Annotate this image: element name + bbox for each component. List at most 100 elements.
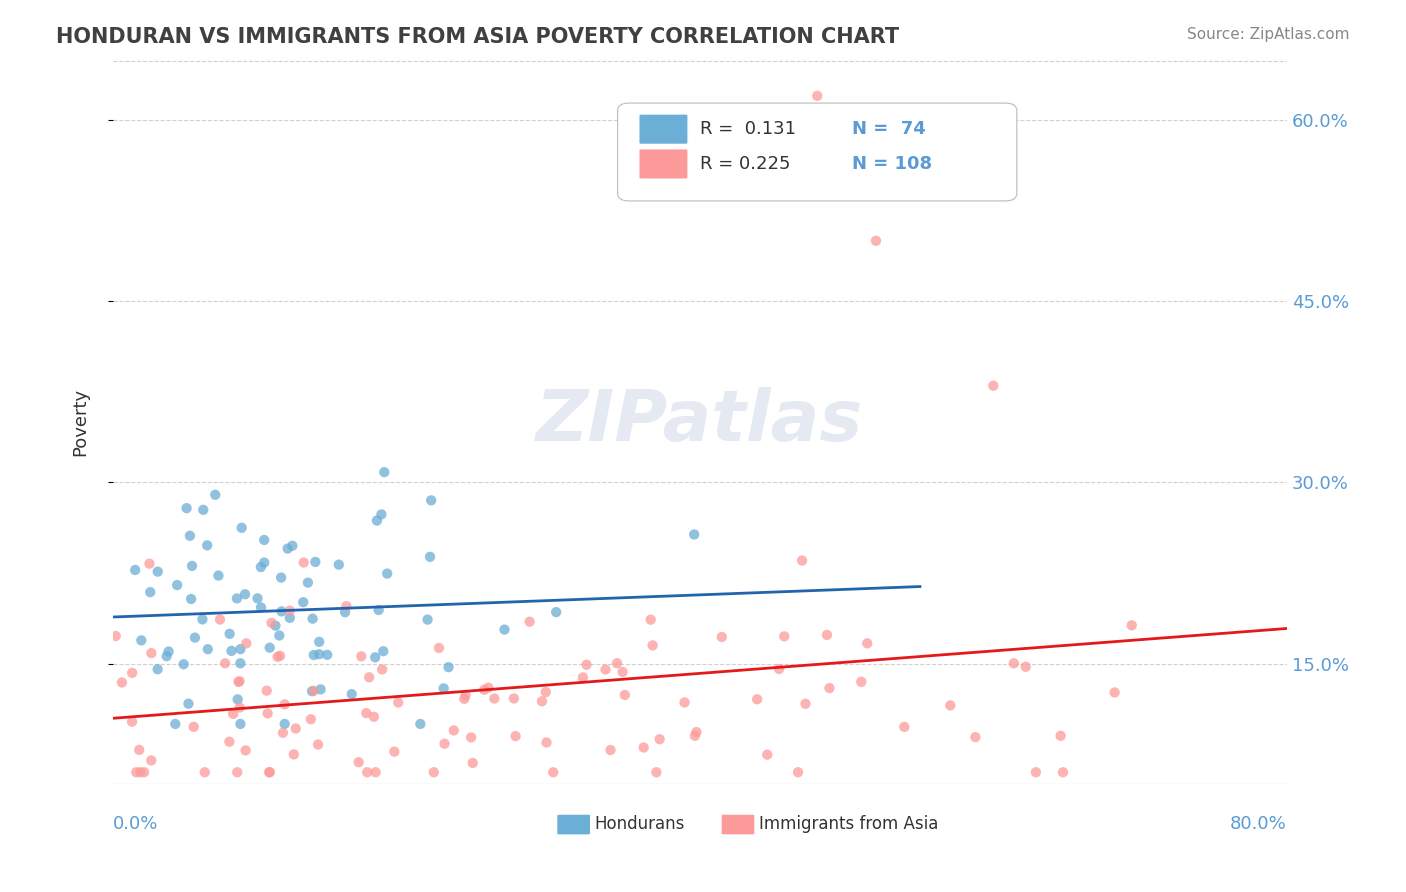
Point: [1104, 685, 1126, 699]
Point: [865, 234, 887, 248]
Point: [176, 501, 198, 516]
Point: [461, 756, 484, 770]
Point: [181, 558, 204, 573]
Point: [595, 663, 617, 677]
Point: [269, 648, 291, 663]
Point: [893, 720, 915, 734]
Point: [851, 674, 873, 689]
Point: [335, 599, 357, 614]
Point: [273, 717, 295, 731]
Point: [141, 753, 163, 767]
Point: [599, 743, 621, 757]
Text: N = 108: N = 108: [852, 155, 932, 173]
Point: [572, 670, 595, 684]
Point: [197, 642, 219, 657]
Point: [259, 640, 281, 655]
Point: [534, 685, 557, 699]
Point: [794, 697, 817, 711]
Point: [645, 765, 668, 780]
Point: [253, 533, 276, 547]
Point: [1049, 729, 1071, 743]
Point: [166, 578, 188, 592]
Text: Hondurans: Hondurans: [595, 815, 685, 833]
Point: [350, 649, 373, 664]
Point: [648, 732, 671, 747]
Point: [165, 717, 187, 731]
Point: [505, 729, 527, 743]
Y-axis label: Poverty: Poverty: [72, 388, 89, 456]
Point: [683, 527, 706, 541]
Point: [981, 378, 1004, 392]
Point: [477, 681, 499, 695]
Point: [177, 697, 200, 711]
Point: [347, 755, 370, 769]
Point: [494, 623, 516, 637]
Point: [222, 706, 245, 721]
Point: [340, 687, 363, 701]
Point: [416, 613, 439, 627]
Point: [307, 738, 329, 752]
Point: [183, 720, 205, 734]
Point: [420, 493, 443, 508]
Point: [309, 682, 332, 697]
Point: [371, 663, 394, 677]
Text: Source: ZipAtlas.com: Source: ZipAtlas.com: [1187, 27, 1350, 42]
Point: [138, 557, 160, 571]
Point: [541, 765, 564, 780]
Point: [235, 743, 257, 757]
Point: [226, 765, 249, 780]
Point: [134, 765, 156, 780]
Point: [1121, 618, 1143, 632]
Point: [270, 571, 292, 585]
Point: [228, 674, 250, 689]
Text: R = 0.225: R = 0.225: [700, 155, 790, 173]
Point: [259, 765, 281, 780]
Point: [939, 698, 962, 713]
Point: [250, 600, 273, 615]
Point: [297, 575, 319, 590]
Point: [195, 538, 218, 552]
Point: [419, 549, 441, 564]
Point: [409, 717, 432, 731]
Point: [301, 612, 323, 626]
Point: [141, 646, 163, 660]
Point: [194, 765, 217, 780]
Point: [278, 611, 301, 625]
Point: [235, 636, 257, 650]
Point: [443, 723, 465, 738]
Point: [104, 629, 127, 643]
Point: [266, 649, 288, 664]
Point: [768, 662, 790, 676]
Point: [530, 694, 553, 708]
Point: [1052, 765, 1074, 780]
Point: [250, 560, 273, 574]
Point: [387, 696, 409, 710]
Point: [747, 692, 769, 706]
Point: [710, 630, 733, 644]
Point: [228, 674, 250, 689]
Point: [370, 508, 392, 522]
Point: [278, 604, 301, 618]
Point: [284, 722, 307, 736]
Point: [673, 696, 696, 710]
Point: [356, 765, 378, 780]
Point: [316, 648, 339, 662]
Point: [756, 747, 779, 762]
Point: [502, 691, 524, 706]
Point: [367, 603, 389, 617]
Point: [1002, 657, 1025, 671]
Point: [221, 644, 243, 658]
Point: [193, 503, 215, 517]
Point: [111, 675, 134, 690]
Point: [633, 740, 655, 755]
Point: [302, 648, 325, 662]
Point: [427, 640, 450, 655]
Point: [301, 684, 323, 698]
Point: [773, 629, 796, 643]
Point: [214, 657, 236, 671]
Point: [299, 712, 322, 726]
Point: [277, 541, 299, 556]
Point: [683, 729, 706, 743]
Point: [156, 649, 179, 664]
Point: [180, 592, 202, 607]
